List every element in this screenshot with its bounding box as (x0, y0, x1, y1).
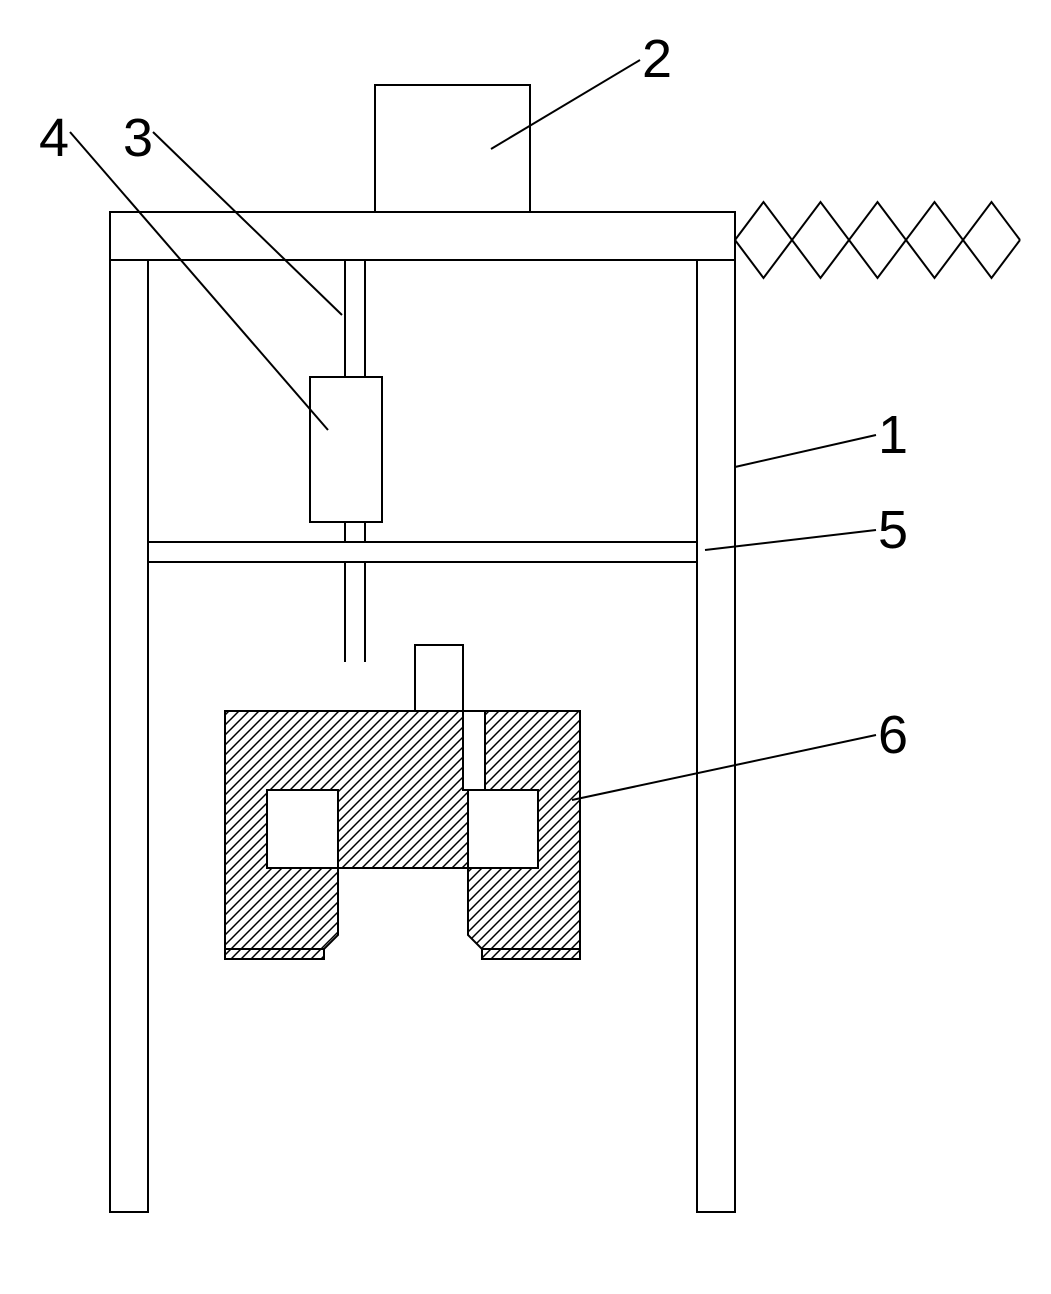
label-4: 4 (39, 107, 69, 169)
diagram-container: 1 2 3 4 5 6 (0, 0, 1051, 1294)
technical-drawing-svg (0, 0, 1051, 1294)
label-5: 5 (878, 499, 908, 561)
label-1: 1 (878, 404, 908, 466)
label-6: 6 (878, 704, 908, 766)
label-2: 2 (642, 28, 672, 90)
label-3: 3 (123, 107, 153, 169)
